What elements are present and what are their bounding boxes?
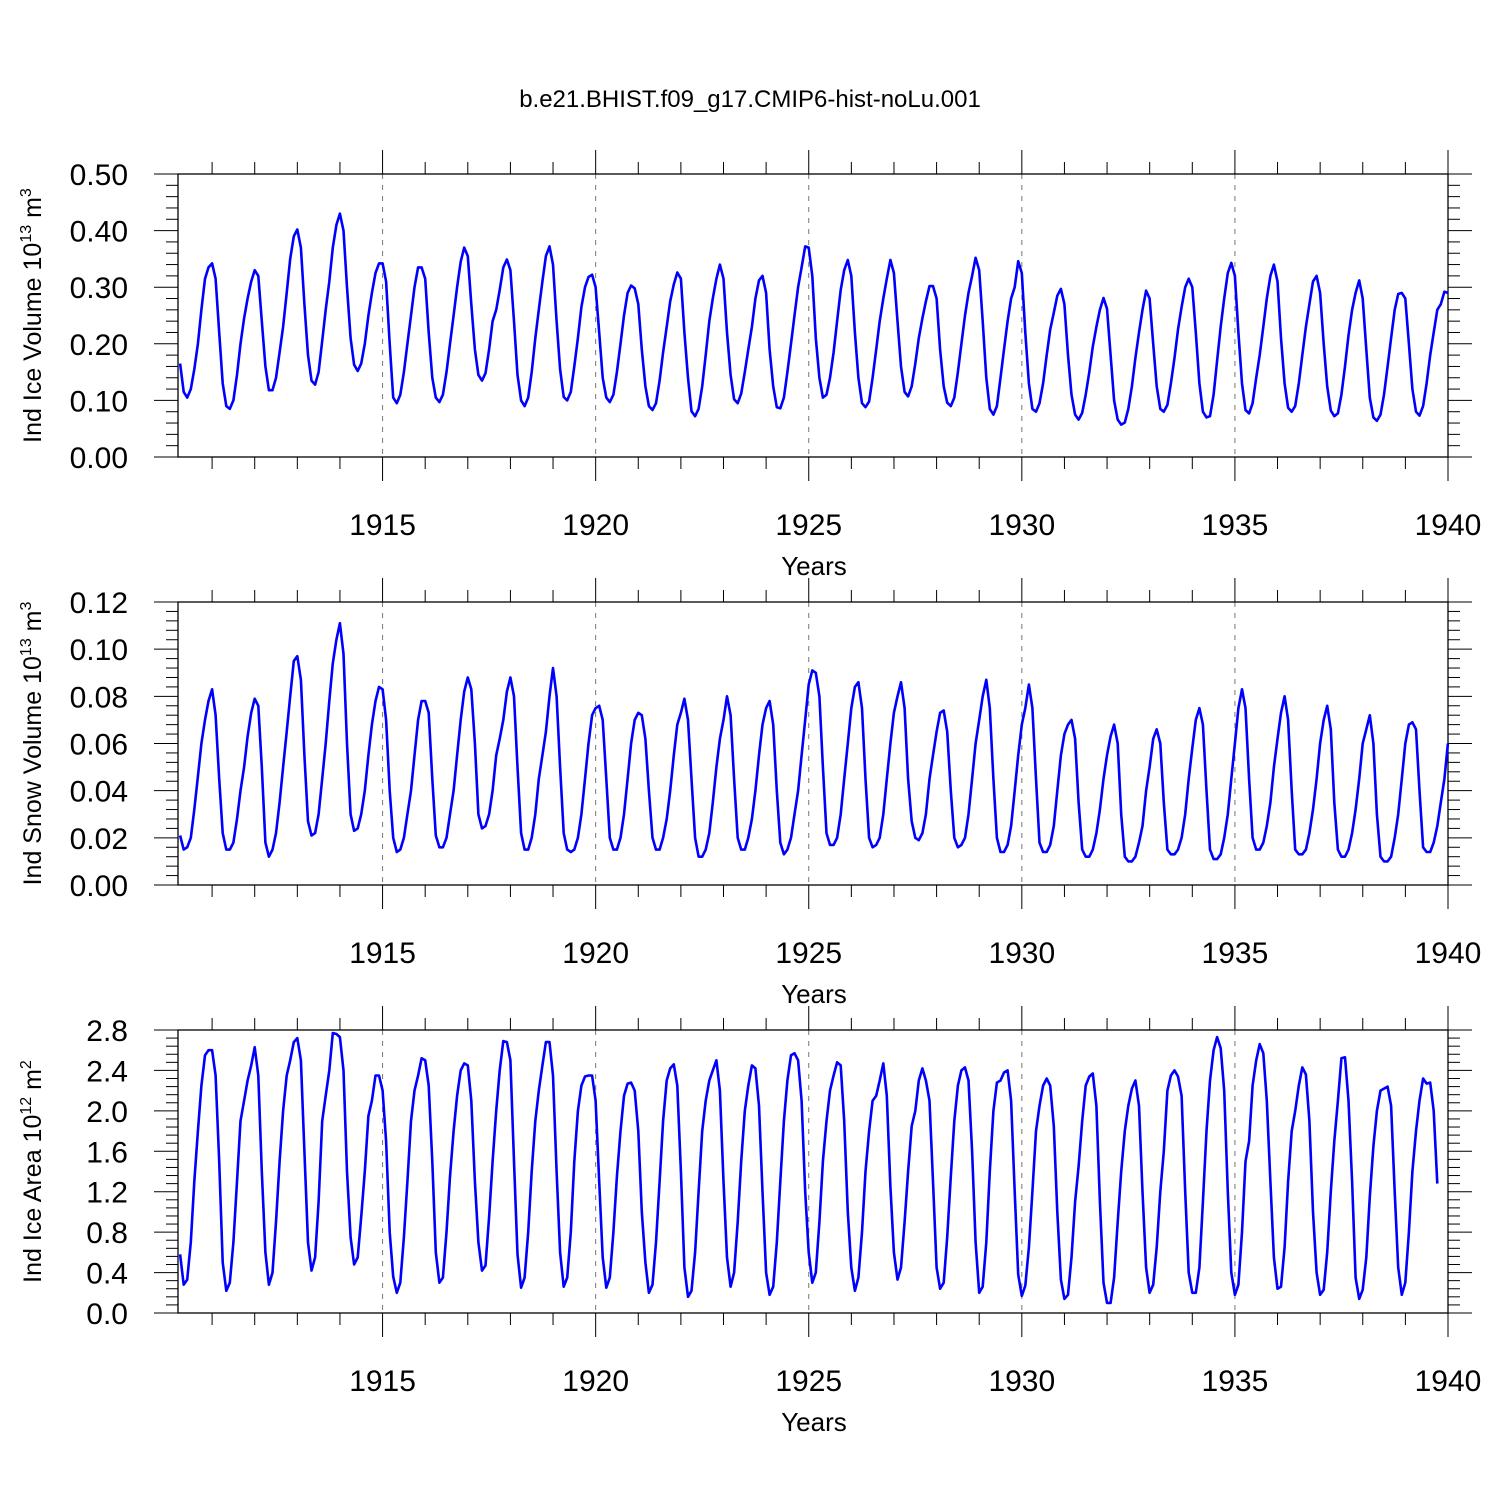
ice-area-x-tick-label: 1940 xyxy=(1415,1365,1482,1398)
snow-volume-panel: 0.00 0.02 0.04 0.06 0.08 0.10 0.12 1915 1920 1925… xyxy=(18,578,1482,1009)
snow-volume-y-axis-title: Ind Snow Volume 1013 m3 xyxy=(18,602,47,886)
ice-area-x-axis-title: Years xyxy=(781,1407,847,1437)
ice-volume-y-tick-label: 0.20 xyxy=(70,329,128,362)
snow-volume-x-tick-label: 1930 xyxy=(988,937,1055,970)
snow-volume-y-tick-label: 0.06 xyxy=(70,729,128,762)
ice-area-x-tick-label: 1935 xyxy=(1202,1365,1269,1398)
ice-volume-series-line xyxy=(178,212,1449,426)
ice-area-y-tick-label: 0.4 xyxy=(86,1258,128,1291)
snow-volume-x-tick-label: 1940 xyxy=(1415,937,1482,970)
page-title: b.e21.BHIST.f09_g17.CMIP6-hist-noLu.001 xyxy=(519,86,981,113)
ice-volume-x-axis-title: Years xyxy=(781,551,847,581)
snow-volume-x-tick-label: 1915 xyxy=(349,937,416,970)
ice-area-panel: 0.0 0.4 0.8 1.2 1.6 2.0 2.4 2.8 1915 1920 1925 1930… xyxy=(18,1006,1482,1437)
ice-area-y-tick-label: 0.8 xyxy=(86,1217,128,1250)
ice-area-series-line xyxy=(178,1031,1439,1305)
ice-volume-plot-frame xyxy=(177,173,1449,458)
snow-volume-y-tick-label: 0.02 xyxy=(70,823,128,856)
ice-area-x-tick-label: 1920 xyxy=(562,1365,629,1398)
snow-volume-y-tick-label: 0.08 xyxy=(70,681,128,714)
snow-volume-x-axis-title: Years xyxy=(781,979,847,1009)
ice-volume-x-tick-label: 1915 xyxy=(349,509,416,542)
ice-area-x-tick-label: 1930 xyxy=(988,1365,1055,1398)
ice-volume-x-tick-label: 1935 xyxy=(1202,509,1269,542)
snow-volume-series-line xyxy=(178,621,1450,863)
ice-volume-x-tick-label: 1925 xyxy=(775,509,842,542)
snow-volume-y-tick-label: 0.00 xyxy=(70,870,128,903)
ice-area-x-tick-label: 1925 xyxy=(775,1365,842,1398)
ice-volume-y-tick-label: 0.50 xyxy=(70,159,128,192)
ice-volume-y-tick-label: 0.40 xyxy=(70,216,128,249)
ice-volume-x-tick-label: 1940 xyxy=(1415,509,1482,542)
snow-volume-y-tick-label: 0.12 xyxy=(70,587,128,620)
ice-volume-y-axis-title: Ind Ice Volume 1013 m3 xyxy=(18,188,47,443)
snow-volume-x-tick-label: 1925 xyxy=(775,937,842,970)
ice-volume-y-tick-label: 0.00 xyxy=(70,442,128,475)
ice-area-y-tick-label: 2.0 xyxy=(86,1096,128,1129)
snow-volume-y-tick-label: 0.04 xyxy=(70,776,128,809)
ice-volume-x-tick-label: 1920 xyxy=(562,509,629,542)
ice-area-plot-frame xyxy=(177,1029,1449,1314)
snow-volume-x-tick-label: 1935 xyxy=(1202,937,1269,970)
ice-area-y-axis-title: Ind Ice Area 1012 m2 xyxy=(18,1060,47,1283)
ice-volume-y-tick-label: 0.30 xyxy=(70,272,128,305)
ice-area-x-tick-label: 1915 xyxy=(349,1365,416,1398)
ice-area-y-tick-label: 1.2 xyxy=(86,1177,128,1210)
ice-volume-panel: 0.00 0.10 0.20 0.30 0.40 0.50 1915 1920 1925 1930… xyxy=(18,150,1482,581)
ice-area-y-tick-label: 2.8 xyxy=(86,1015,128,1048)
ice-volume-x-tick-label: 1930 xyxy=(988,509,1055,542)
snow-volume-y-tick-label: 0.10 xyxy=(70,634,128,667)
ice-area-y-tick-label: 1.6 xyxy=(86,1136,128,1169)
ice-area-y-tick-label: 2.4 xyxy=(86,1055,128,1088)
snow-volume-x-tick-label: 1920 xyxy=(562,937,629,970)
ice-volume-y-tick-label: 0.10 xyxy=(70,385,128,418)
ice-area-y-tick-label: 0.0 xyxy=(86,1298,128,1331)
